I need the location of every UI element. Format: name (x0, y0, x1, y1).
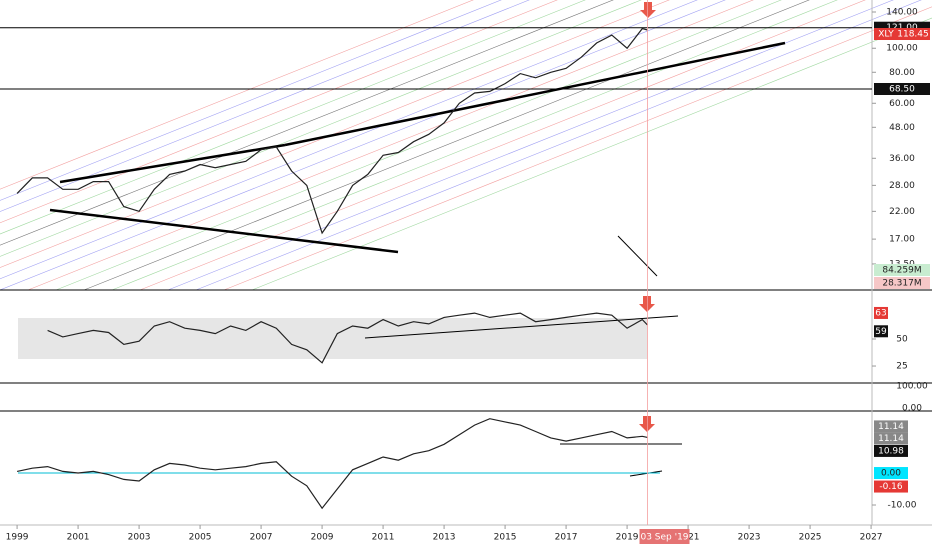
symbol-label: XLY (878, 30, 894, 40)
y-tick-label: 36.00 (889, 154, 915, 164)
price-label: 118.45 (897, 30, 929, 40)
x-tick-label: 1999 (6, 533, 29, 543)
y-tick-label: 48.00 (889, 123, 915, 133)
price-tag (874, 28, 930, 41)
y-tick-label: 50 (896, 335, 908, 345)
volume-tag (874, 277, 930, 289)
separator-label: 0.00 (902, 404, 922, 414)
separator-label: 100.00 (896, 382, 928, 392)
arrow (639, 416, 655, 432)
macd-tag (874, 444, 908, 457)
trend-line (284, 41, 786, 147)
y-tick-label: 17.00 (889, 235, 915, 245)
fan-line (195, 0, 922, 291)
fan-line (0, 0, 698, 280)
arrow-line (617, 235, 658, 277)
x-tick-label: 2011 (372, 533, 395, 543)
macd-tag-label: 10.98 (878, 446, 904, 456)
x-tick-label: 2003 (128, 533, 151, 543)
rsi-tag (874, 306, 888, 319)
rsi-tag-label: 59 (875, 327, 887, 337)
rsi-band (18, 318, 647, 359)
x-tick-label: 2019 (616, 533, 639, 543)
x-tick-label: 2013 (433, 533, 456, 543)
y-tick-label: 22.00 (889, 207, 915, 217)
trend-line (59, 143, 286, 184)
x-tick-label: 2017 (555, 533, 578, 543)
y-tick-label: 28.00 (889, 181, 915, 191)
x-tick-label: 2001 (67, 533, 90, 543)
x-tick-label: 2023 (738, 533, 761, 543)
fan-line (0, 0, 614, 246)
cursor-tag (639, 529, 690, 544)
y-tick-label: 80.00 (889, 68, 915, 78)
cursor-label: 03 Sep '19 (640, 533, 688, 543)
rsi-tag-label: 63 (875, 308, 886, 318)
level-tag (874, 82, 930, 95)
macd-tag (874, 467, 908, 480)
level-label: 68.50 (889, 84, 915, 94)
y-tick-label: 140.00 (886, 8, 918, 18)
y-tick-label: 100.00 (886, 44, 918, 54)
fan-line (0, 0, 530, 212)
price-line (16, 27, 648, 235)
arrow (640, 2, 656, 18)
macd-tag (874, 432, 908, 445)
arrow (639, 296, 655, 312)
x-tick-label: 2027 (860, 533, 883, 543)
y-tick-label: -10.00 (887, 501, 916, 511)
volume-label: 28.317M (882, 279, 921, 289)
fan-line (83, 0, 810, 291)
macd-tag (874, 420, 908, 433)
y-tick-label: 25 (896, 362, 907, 372)
rsi-line (47, 312, 648, 364)
x-tick-label: 2009 (311, 533, 334, 543)
fan-line (27, 0, 754, 291)
x-tick-label: 2025 (799, 533, 822, 543)
fan-line (0, 0, 586, 235)
macd-tag-label: 0.00 (881, 469, 901, 479)
macd-tag-label: -0.16 (879, 482, 903, 492)
macd-tag (874, 480, 908, 493)
y-tick-label: 60.00 (889, 99, 915, 109)
fan-line (55, 0, 782, 291)
fan-line (0, 0, 558, 224)
fan-line (0, 0, 726, 291)
fan-line (0, 0, 474, 190)
x-tick-label: 2007 (250, 533, 273, 543)
rsi-trend-line (364, 315, 679, 339)
x-tick-label: 2015 (494, 533, 517, 543)
fan-line (0, 0, 642, 257)
fan-line (167, 0, 894, 291)
volume-label: 84.259M (882, 266, 921, 276)
arrows (639, 2, 656, 432)
volume-tag (874, 264, 930, 276)
macd-tag-label: 11.14 (878, 434, 904, 444)
macd-tag-label: 11.14 (878, 422, 904, 432)
fan-line (0, 0, 670, 268)
rsi-tag (874, 325, 888, 338)
fan-line (111, 0, 838, 291)
macd-line (16, 418, 648, 510)
trend-line (49, 208, 399, 254)
fan-line (0, 0, 502, 201)
x-tick-label: 2005 (189, 533, 212, 543)
